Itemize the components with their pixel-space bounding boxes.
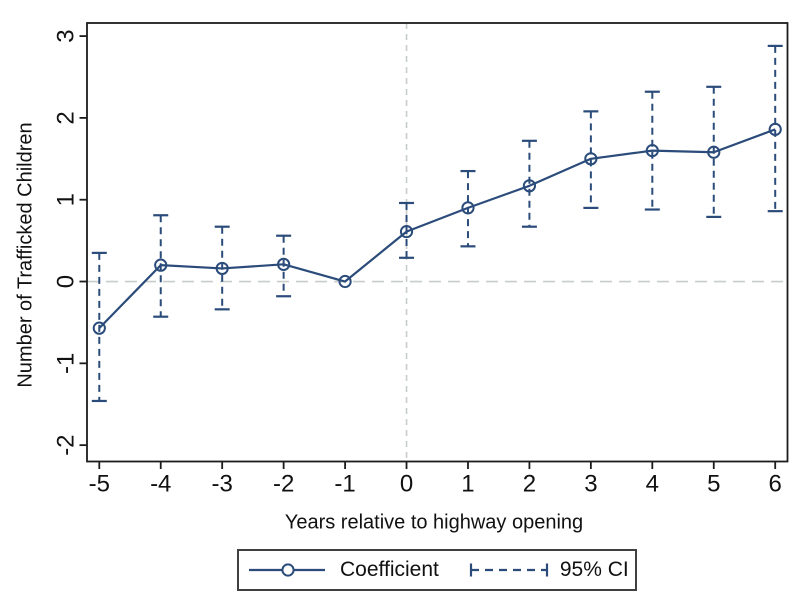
ci-whisker-t-2: [276, 234, 292, 298]
legend-entry-coefficient: Coefficient: [247, 558, 439, 582]
y-tick-label--1: -1: [53, 353, 80, 374]
y-tick-label-2: 2: [53, 111, 80, 124]
y-tick-label-1: 1: [53, 193, 80, 206]
marker-t-5: [92, 321, 106, 335]
marker-t-2: [277, 257, 291, 271]
ci-whisker-t6: [767, 44, 783, 213]
y-axis-title: Number of Trafficked Children: [14, 122, 37, 388]
x-tick-label-2: 2: [523, 471, 536, 498]
x-tick-label-1: 1: [461, 471, 474, 498]
x-axis-ticks: -5 -4 -3 -2 -1 0 1 2 3 4 5 6: [89, 461, 782, 498]
ci-whisker-t2: [521, 139, 537, 228]
x-tick-label--2: -2: [273, 471, 294, 498]
x-tick-label--4: -4: [150, 471, 171, 498]
x-tick-label-6: 6: [769, 471, 782, 498]
ci-whisker-t4: [644, 90, 660, 211]
y-tick-label--2: -2: [53, 434, 80, 455]
x-tick-label-3: 3: [584, 471, 597, 498]
legend-label-ci: 95% CI: [559, 558, 629, 581]
marker-t0: [399, 225, 414, 239]
ci-whiskers: [91, 44, 783, 403]
y-axis-ticks: -2 -1 0 1 2 3: [53, 29, 87, 456]
legend-entry-ci: 95% CI: [468, 558, 629, 582]
x-tick-label--1: -1: [334, 471, 355, 498]
marker-t-1: [338, 274, 352, 289]
x-tick-label-4: 4: [646, 471, 659, 498]
data-markers: [92, 122, 782, 335]
marker-t2: [522, 179, 537, 193]
ci-whisker-t0: [399, 201, 415, 259]
x-tick-label--5: -5: [89, 471, 110, 498]
coefficient-line-glyph: [249, 563, 325, 577]
marker-t5: [707, 145, 721, 159]
legend-label-coefficient: Coefficient: [340, 558, 439, 581]
x-tick-label-5: 5: [707, 471, 720, 498]
ci-dashed-glyph: [469, 563, 548, 577]
y-tick-label-3: 3: [53, 29, 80, 42]
marker-t4: [645, 144, 659, 158]
x-tick-label-0: 0: [400, 471, 413, 498]
marker-t6: [768, 122, 782, 136]
coefficient-line: [98, 128, 776, 329]
x-axis-title: Years relative to highway opening: [284, 511, 584, 534]
marker-t-4: [154, 258, 168, 272]
marker-t1: [461, 201, 475, 215]
legend: Coefficient 95% CI: [237, 549, 637, 591]
y-tick-label-0: 0: [53, 275, 80, 288]
x-tick-label--3: -3: [212, 471, 233, 498]
reference-lines: [87, 23, 788, 462]
marker-t-3: [215, 261, 229, 276]
marker-t3: [584, 152, 598, 166]
plot-border: [86, 22, 789, 463]
